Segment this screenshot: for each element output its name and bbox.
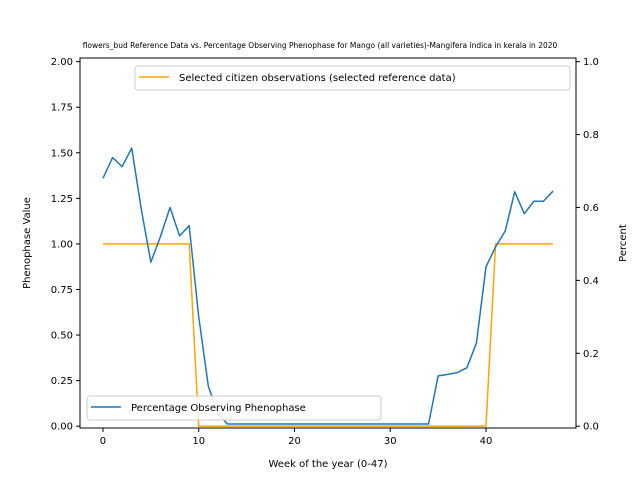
right-y-tick-label: 0.2 (583, 349, 599, 360)
right-y-tick-label: 1.0 (583, 57, 599, 68)
left-y-tick-label: 1.00 (51, 239, 73, 250)
x-axis-label: Week of the year (0-47) (269, 459, 388, 470)
plot-area (102, 147, 554, 427)
legend-orange-label: Selected citizen observations (selected … (179, 73, 456, 84)
left-y-tick-label: 1.25 (51, 194, 73, 205)
right-y-tick-label: 0.0 (583, 422, 599, 433)
left-y-tick-label: 0.00 (51, 422, 73, 433)
left-y-tick-label: 0.50 (51, 331, 73, 342)
legend-bottom: Percentage Observing Phenophase (86, 395, 382, 421)
x-axis-ticks: 0 10 20 30 40 (100, 428, 493, 447)
left-y-tick-label: 2.00 (51, 57, 73, 68)
legend-bottom-box (86, 395, 382, 421)
left-y-tick-label: 0.75 (51, 285, 73, 296)
left-y-axis-label: Phenophase Value (22, 197, 33, 289)
legend-top-box (134, 65, 571, 91)
right-y-axis-ticks: 0.0 0.2 0.4 0.6 0.8 1.0 (576, 57, 599, 433)
x-tick-label: 20 (288, 436, 301, 447)
left-y-tick-label: 0.25 (51, 376, 73, 387)
right-y-tick-label: 0.6 (583, 203, 599, 214)
left-y-axis-ticks: 0.00 0.25 0.50 0.75 1.00 1.25 1.50 1.75 2.00 (51, 57, 80, 433)
legend-top: Selected citizen observations (selected … (134, 65, 571, 91)
x-tick-label: 40 (480, 436, 493, 447)
legend-blue-label: Percentage Observing Phenophase (131, 403, 306, 414)
plot-frame (79, 57, 577, 429)
x-tick-label: 0 (100, 436, 106, 447)
right-y-axis-label: Percent (618, 224, 629, 262)
right-y-tick-label: 0.8 (583, 130, 599, 141)
left-y-tick-label: 1.50 (51, 148, 73, 159)
left-y-tick-label: 1.75 (51, 103, 73, 114)
reference-data-line (102, 243, 554, 427)
percentage-observing-line (102, 147, 554, 425)
x-tick-label: 10 (192, 436, 205, 447)
chart-title: flowers_bud Reference Data vs. Percentag… (83, 41, 558, 50)
right-y-tick-label: 0.4 (583, 276, 599, 287)
x-tick-label: 30 (384, 436, 397, 447)
